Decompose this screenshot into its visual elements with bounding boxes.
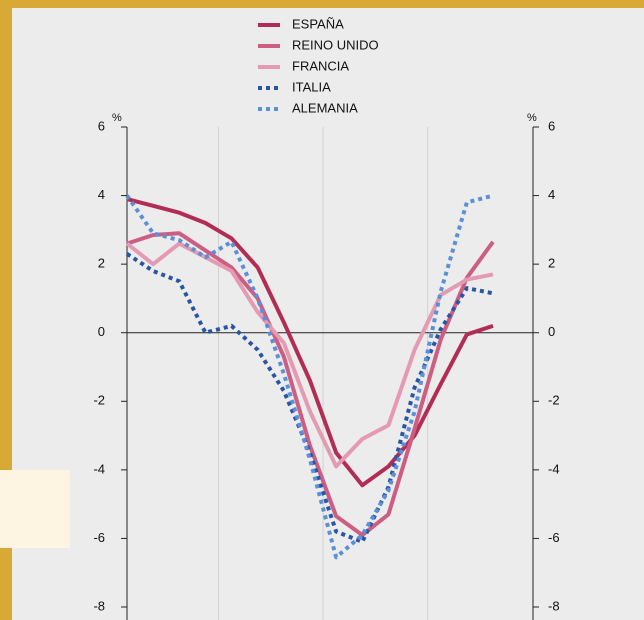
y-tick-label: 2 <box>98 256 105 271</box>
y2-tick-label: -2 <box>548 393 560 408</box>
y2-tick-label: -4 <box>548 461 560 476</box>
y-tick-label: 4 <box>98 187 105 202</box>
series-line <box>125 241 494 469</box>
y2-tick-label: -6 <box>548 530 560 545</box>
y2-tick-label: 2 <box>548 256 555 271</box>
legend-label: ESPAÑA <box>292 16 344 31</box>
y-tick-label: -6 <box>93 530 105 545</box>
y-tick-label: -4 <box>93 461 105 476</box>
y-tick-label: 0 <box>98 324 105 339</box>
y2-tick-label: -8 <box>548 598 560 613</box>
side-box <box>0 470 70 548</box>
chart-panel <box>12 8 644 620</box>
series-line <box>125 193 494 560</box>
series-line <box>126 197 494 488</box>
legend-label: FRANCIA <box>292 58 349 73</box>
y-tick-label: 6 <box>98 118 105 133</box>
y2-unit: % <box>527 112 537 124</box>
y-unit: % <box>112 112 122 124</box>
legend-label: ALEMANIA <box>292 100 358 115</box>
series-line <box>126 231 495 537</box>
y2-tick-label: 0 <box>548 324 555 339</box>
y-tick-label: -8 <box>93 598 105 613</box>
y2-tick-label: 4 <box>548 187 555 202</box>
legend-label: REINO UNIDO <box>292 37 379 52</box>
y-tick-label: -2 <box>93 393 105 408</box>
y2-tick-label: 6 <box>548 118 555 133</box>
legend-label: ITALIA <box>292 79 331 94</box>
